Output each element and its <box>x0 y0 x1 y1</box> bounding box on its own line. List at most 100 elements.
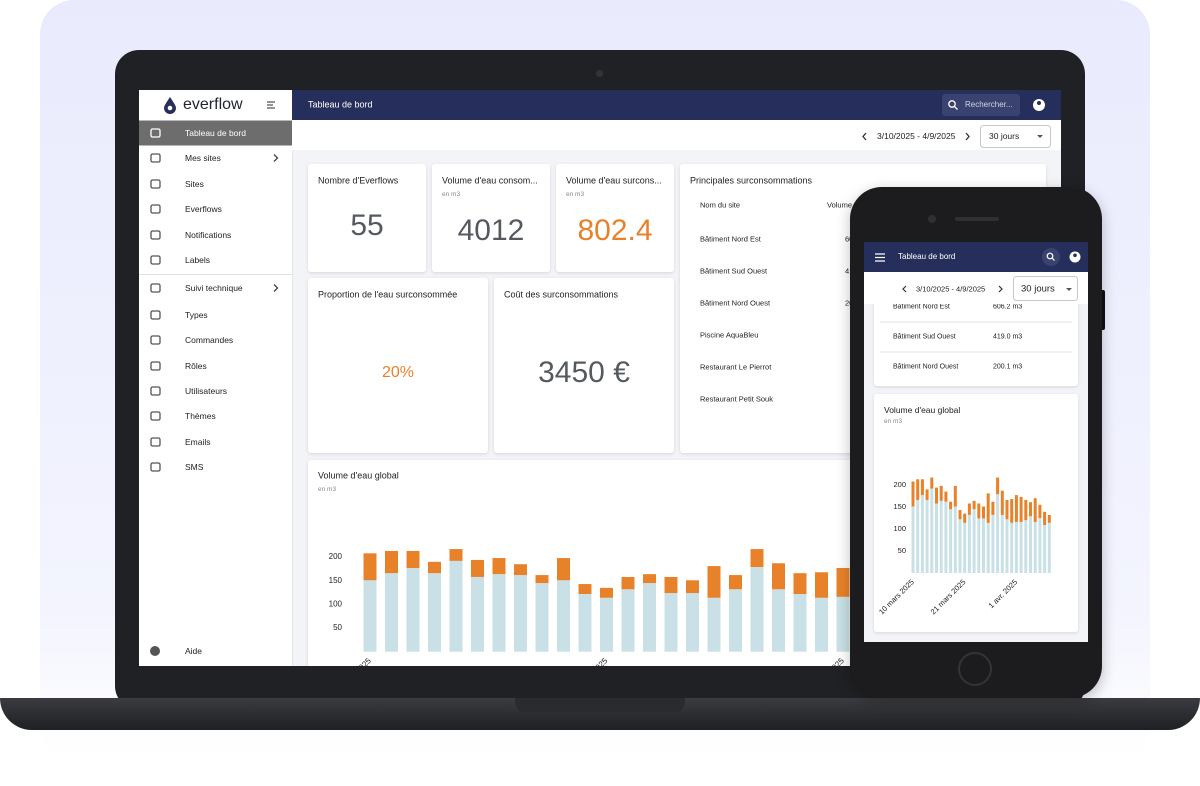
bar <box>428 561 441 574</box>
period-value[interactable]: 30 jours <box>989 130 1020 141</box>
search-icon <box>954 106 958 110</box>
bar <box>916 479 920 500</box>
bar <box>930 477 934 489</box>
menu-item[interactable]: Commandes <box>185 334 234 345</box>
period-select[interactable] <box>1013 276 1078 301</box>
kpi-title: Nombre d'Everflows <box>318 175 399 186</box>
site-name: Bâtiment Sud Ouest <box>700 266 768 276</box>
period-select[interactable] <box>980 125 1051 148</box>
menu-icon <box>150 361 161 371</box>
page-title: Tableau de bord <box>898 252 956 261</box>
phone-camera <box>928 215 936 223</box>
menu-item[interactable]: Notifications <box>185 229 232 240</box>
card <box>556 164 674 272</box>
bar <box>911 506 915 573</box>
period-value[interactable]: 30 jours <box>1021 283 1055 295</box>
bar <box>707 597 721 652</box>
laptop-graphics <box>139 94 1051 656</box>
menu-icon[interactable] <box>875 253 885 262</box>
bar <box>967 514 971 573</box>
top-bar <box>292 90 1061 120</box>
menu-icon <box>150 411 161 421</box>
site-name: Bâtiment Nord Est <box>700 234 761 244</box>
active-item-bg <box>139 120 292 146</box>
bar <box>664 576 678 594</box>
menu-item[interactable]: Mes sites <box>185 152 221 163</box>
bar <box>1047 514 1051 523</box>
bar <box>1038 504 1042 518</box>
menu-item[interactable]: Tableau de bord <box>185 127 246 138</box>
bar <box>977 518 981 573</box>
search-placeholder[interactable]: Rechercher... <box>965 100 1013 109</box>
bar <box>363 553 377 581</box>
bar <box>911 481 915 507</box>
menu-item[interactable]: Types <box>185 309 208 320</box>
column-header: Volume <box>827 200 853 210</box>
bar <box>535 575 549 584</box>
bar <box>621 576 635 590</box>
menu-item[interactable]: Sites <box>185 178 204 189</box>
phone-graphics <box>875 248 1081 301</box>
menu-icon <box>150 230 161 240</box>
bar <box>949 509 953 573</box>
next-button[interactable] <box>998 285 1003 293</box>
menu-item[interactable]: Labels <box>185 254 211 265</box>
date-range: 3/10/2025 - 4/9/2025 <box>877 130 956 141</box>
search-icon <box>1051 257 1055 261</box>
bar <box>963 513 967 523</box>
menu-item[interactable]: Thèmes <box>185 410 216 421</box>
bar <box>492 558 506 575</box>
bar <box>1005 499 1009 520</box>
menu-item[interactable]: Utilisateurs <box>185 385 228 396</box>
submenu-chevron <box>273 284 279 292</box>
menu-item[interactable]: SMS <box>185 461 204 472</box>
bar <box>578 593 592 652</box>
bar <box>967 503 971 515</box>
bar <box>982 518 985 573</box>
bar <box>939 485 943 501</box>
menu-icon <box>150 204 161 214</box>
bar <box>920 479 924 496</box>
prev-button[interactable] <box>902 285 907 293</box>
search-button[interactable] <box>1042 248 1060 266</box>
bar <box>1024 520 1028 573</box>
bar <box>958 519 962 573</box>
bar <box>1014 521 1018 573</box>
help-link[interactable]: Aide <box>185 645 203 656</box>
bar <box>925 499 929 573</box>
bar <box>1038 518 1042 573</box>
logo-icon <box>164 97 176 114</box>
search-box[interactable] <box>942 94 1020 116</box>
user-icon-head <box>1037 101 1041 105</box>
menu-item[interactable]: Suivi technique <box>185 282 243 293</box>
bar <box>643 574 656 584</box>
menu-item[interactable]: Everflows <box>185 203 222 214</box>
bar <box>986 493 990 523</box>
site-name: Bâtiment Nord Ouest <box>893 363 959 371</box>
submenu-chevron <box>273 154 279 162</box>
y-tick-label: 150 <box>893 502 906 511</box>
menu-item[interactable]: Rôles <box>185 360 207 371</box>
prev-button[interactable] <box>862 132 867 141</box>
card-title: Principales surconsommations <box>690 175 813 186</box>
chart-title: Volume d'eau global <box>318 470 399 481</box>
bar <box>996 477 1000 495</box>
bar <box>471 576 484 652</box>
laptop-notch <box>515 698 685 712</box>
bar <box>1033 521 1037 573</box>
menu-item[interactable]: Emails <box>185 436 211 447</box>
bar <box>514 564 527 576</box>
site-name: Restaurant Petit Souk <box>700 394 773 404</box>
bar <box>686 580 699 594</box>
cost-value: 3450 € <box>538 356 630 389</box>
next-button[interactable] <box>965 132 970 141</box>
bar <box>991 514 995 573</box>
bar <box>1019 521 1023 573</box>
bar <box>793 573 807 594</box>
date-range: 3/10/2025 - 4/9/2025 <box>916 284 986 294</box>
collapse-icon[interactable] <box>267 101 275 109</box>
bar <box>1029 516 1032 573</box>
bar <box>1014 495 1018 522</box>
